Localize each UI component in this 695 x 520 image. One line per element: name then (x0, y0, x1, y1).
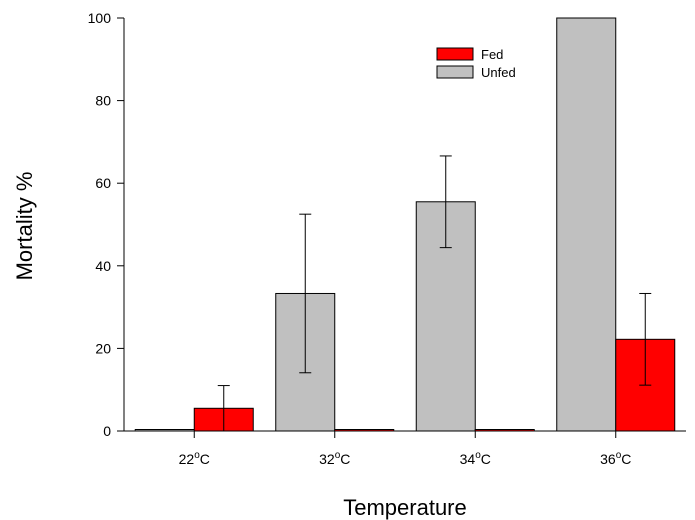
legend-label-unfed: Unfed (481, 65, 516, 80)
x-axis-ticks: 22oC 32oC 34oC 36oC (179, 431, 631, 467)
error-bar-unfed-34 (439, 155, 452, 249)
plot-area (134, 17, 676, 432)
y-axis-title: Mortality % (12, 172, 37, 281)
bar-unfed-36 (556, 17, 617, 432)
y-tick-label: 80 (95, 93, 111, 109)
y-tick-label: 60 (95, 175, 111, 191)
x-axis-title: Temperature (343, 495, 467, 520)
y-tick-label: 40 (95, 258, 111, 274)
error-bar-unfed-32 (299, 213, 312, 374)
x-tick-label: 22oC (179, 450, 210, 467)
legend-swatch-unfed (436, 65, 474, 79)
error-bar-fed-36 (639, 292, 652, 386)
y-axis-ticks: 0 20 40 60 80 100 (88, 10, 124, 439)
y-tick-label: 0 (103, 423, 111, 439)
x-tick-label: 32oC (319, 450, 350, 467)
legend-swatch-fed (436, 47, 474, 61)
y-tick-label: 100 (88, 10, 112, 26)
legend: Fed Unfed (436, 47, 516, 80)
x-tick-label: 36oC (600, 450, 631, 467)
legend-label-fed: Fed (481, 47, 503, 62)
x-tick-label: 34oC (460, 450, 491, 467)
y-tick-label: 20 (95, 340, 111, 356)
